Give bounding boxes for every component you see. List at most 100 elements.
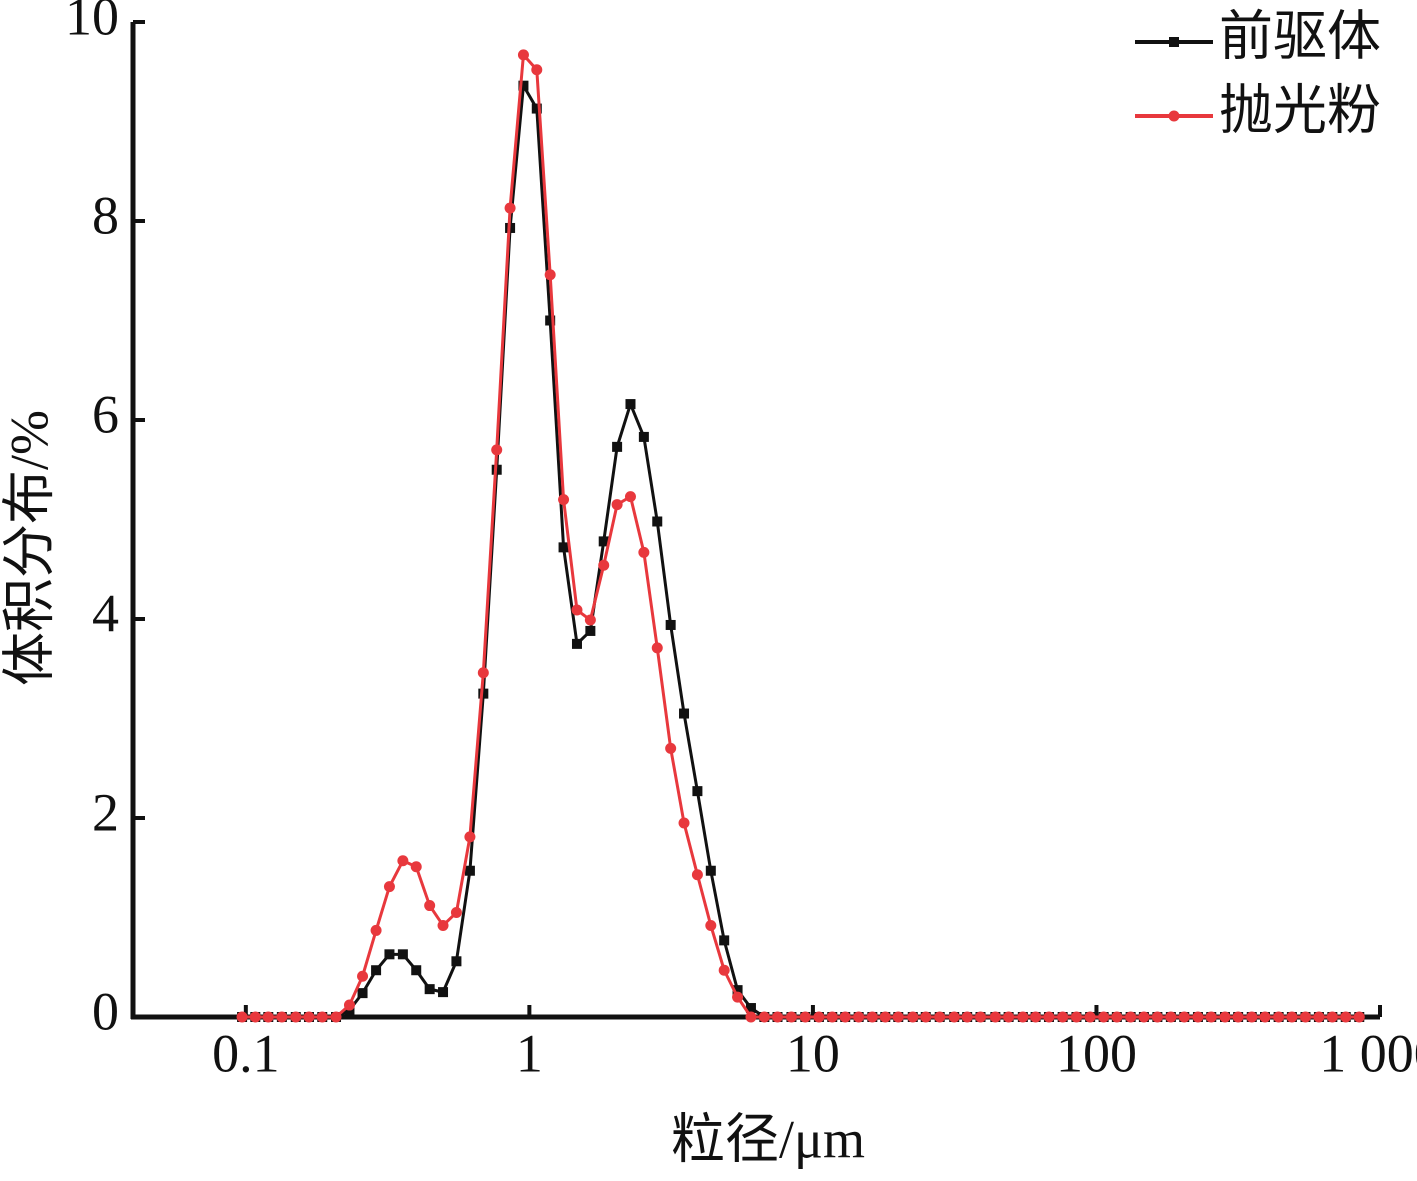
y-tick-label: 8 xyxy=(92,185,119,245)
marker xyxy=(1353,1011,1365,1023)
marker xyxy=(611,499,623,511)
marker xyxy=(638,431,649,442)
marker xyxy=(1273,1011,1285,1023)
marker xyxy=(879,1011,891,1023)
marker xyxy=(989,1011,1001,1023)
marker xyxy=(598,559,610,571)
marker xyxy=(450,907,462,919)
marker xyxy=(571,638,582,649)
marker xyxy=(705,865,716,876)
marker xyxy=(651,642,663,654)
legend-label: 前驱体 xyxy=(1219,6,1381,66)
marker xyxy=(1070,1011,1082,1023)
marker xyxy=(665,619,676,630)
marker xyxy=(357,988,368,999)
marker xyxy=(370,924,382,936)
y-tick-label: 6 xyxy=(92,384,119,444)
marker xyxy=(678,817,690,829)
marker xyxy=(625,399,636,410)
marker xyxy=(357,970,369,982)
marker xyxy=(1168,110,1180,122)
marker xyxy=(464,831,476,843)
marker xyxy=(518,80,529,91)
marker xyxy=(437,919,449,931)
marker xyxy=(652,516,663,527)
marker xyxy=(679,708,690,719)
marker xyxy=(464,865,475,876)
marker xyxy=(397,855,409,867)
marker xyxy=(1111,1011,1123,1023)
marker xyxy=(424,984,435,995)
marker xyxy=(330,1011,342,1023)
marker xyxy=(545,315,556,326)
marker xyxy=(424,900,436,912)
marker xyxy=(934,1011,946,1023)
legend-label: 抛光粉 xyxy=(1219,80,1381,140)
marker xyxy=(691,869,703,881)
x-tick-label: 10 xyxy=(786,1023,840,1083)
marker xyxy=(1084,1011,1096,1023)
marker xyxy=(826,1011,838,1023)
marker xyxy=(384,949,395,960)
marker xyxy=(1286,1011,1298,1023)
marker xyxy=(531,64,543,76)
marker xyxy=(719,935,730,946)
marker xyxy=(1003,1011,1015,1023)
marker xyxy=(584,614,596,626)
marker xyxy=(585,625,596,636)
marker xyxy=(438,987,449,998)
marker xyxy=(1340,1011,1352,1023)
marker xyxy=(920,1011,932,1023)
marker xyxy=(1219,1011,1231,1023)
marker xyxy=(1125,1011,1137,1023)
marker xyxy=(517,49,529,61)
marker xyxy=(558,494,570,506)
marker xyxy=(839,1011,851,1023)
marker xyxy=(758,1011,770,1023)
marker xyxy=(571,604,583,616)
marker xyxy=(491,444,503,456)
marker xyxy=(961,1011,973,1023)
marker xyxy=(948,1011,960,1023)
marker xyxy=(411,965,422,976)
marker xyxy=(1169,37,1179,47)
marker xyxy=(1259,1011,1271,1023)
marker xyxy=(316,1011,328,1023)
marker xyxy=(236,1011,248,1023)
marker xyxy=(276,1011,288,1023)
marker xyxy=(866,1011,878,1023)
marker xyxy=(1313,1011,1325,1023)
marker xyxy=(1151,1011,1163,1023)
x-axis-title: 粒径/μm xyxy=(671,1109,865,1169)
marker xyxy=(1192,1011,1204,1023)
marker xyxy=(598,536,609,547)
marker xyxy=(771,1011,783,1023)
marker xyxy=(1098,1011,1110,1023)
marker xyxy=(745,1011,757,1023)
marker xyxy=(1299,1011,1311,1023)
marker xyxy=(692,786,703,797)
marker xyxy=(892,1011,904,1023)
marker xyxy=(371,965,382,976)
marker xyxy=(718,964,730,976)
marker xyxy=(1232,1011,1244,1023)
marker xyxy=(853,1011,865,1023)
marker xyxy=(665,742,677,754)
x-tick-label: 1 000 xyxy=(1319,1023,1417,1083)
x-tick-label: 1 xyxy=(516,1023,543,1083)
marker xyxy=(531,103,542,114)
marker xyxy=(504,202,516,214)
x-tick-label: 0.1 xyxy=(212,1023,280,1083)
marker xyxy=(1178,1011,1190,1023)
y-axis-title: 体积分布/% xyxy=(0,410,59,686)
series-line xyxy=(242,84,1360,1019)
marker xyxy=(249,1011,261,1023)
marker xyxy=(303,1011,315,1023)
marker xyxy=(1165,1011,1177,1023)
marker xyxy=(638,546,650,558)
marker xyxy=(410,861,422,873)
y-tick-label: 2 xyxy=(92,782,119,842)
marker xyxy=(1017,1011,1029,1023)
marker xyxy=(624,491,636,503)
series-line xyxy=(242,53,1360,1019)
